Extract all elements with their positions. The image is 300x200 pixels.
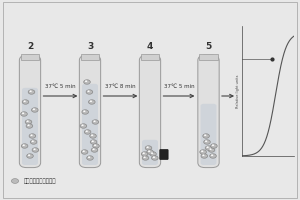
Circle shape: [85, 130, 88, 132]
Bar: [199, 54, 218, 60]
Circle shape: [33, 108, 35, 110]
FancyBboxPatch shape: [200, 104, 217, 165]
Circle shape: [26, 124, 33, 128]
Circle shape: [90, 100, 92, 102]
FancyBboxPatch shape: [139, 55, 161, 168]
Circle shape: [32, 108, 38, 112]
Text: 5: 5: [206, 42, 212, 51]
Circle shape: [88, 156, 90, 158]
Circle shape: [153, 156, 155, 158]
Circle shape: [142, 156, 149, 160]
Text: 磁微粒化学发光补频子: 磁微粒化学发光补频子: [24, 178, 56, 184]
Circle shape: [201, 150, 203, 152]
Circle shape: [202, 154, 205, 156]
Circle shape: [87, 156, 93, 160]
Circle shape: [29, 134, 36, 138]
Circle shape: [84, 130, 91, 134]
FancyBboxPatch shape: [82, 84, 98, 165]
Circle shape: [81, 124, 84, 126]
Circle shape: [85, 80, 87, 82]
Circle shape: [22, 144, 25, 146]
Circle shape: [152, 156, 158, 160]
Circle shape: [92, 148, 95, 150]
Circle shape: [91, 148, 98, 152]
Circle shape: [29, 90, 32, 92]
Text: 4: 4: [147, 42, 153, 51]
FancyBboxPatch shape: [198, 55, 219, 168]
Circle shape: [212, 144, 214, 146]
Circle shape: [210, 154, 216, 158]
Circle shape: [93, 144, 99, 148]
Bar: [20, 54, 40, 60]
Circle shape: [86, 90, 93, 94]
Circle shape: [147, 150, 153, 154]
Bar: [80, 54, 99, 60]
Circle shape: [21, 144, 28, 148]
Circle shape: [201, 154, 208, 158]
Circle shape: [25, 120, 32, 124]
Circle shape: [84, 80, 90, 84]
Circle shape: [211, 144, 217, 148]
Circle shape: [21, 112, 27, 116]
Y-axis label: Relative light units: Relative light units: [236, 74, 240, 108]
Circle shape: [82, 110, 88, 114]
Circle shape: [22, 100, 29, 104]
Circle shape: [143, 156, 146, 158]
Circle shape: [203, 134, 209, 138]
Circle shape: [82, 150, 85, 152]
Circle shape: [26, 120, 29, 122]
Circle shape: [204, 140, 210, 144]
Circle shape: [92, 140, 94, 142]
Circle shape: [87, 90, 90, 92]
Circle shape: [206, 146, 209, 148]
Circle shape: [208, 148, 215, 152]
Circle shape: [205, 146, 212, 150]
Circle shape: [30, 134, 33, 136]
Text: 37℃ 5 min: 37℃ 5 min: [45, 84, 76, 89]
Circle shape: [148, 150, 150, 152]
Circle shape: [27, 154, 33, 158]
Circle shape: [32, 148, 39, 152]
FancyBboxPatch shape: [160, 149, 168, 160]
Circle shape: [90, 134, 96, 138]
FancyBboxPatch shape: [79, 55, 101, 168]
Circle shape: [93, 120, 96, 122]
FancyBboxPatch shape: [20, 55, 41, 168]
Circle shape: [204, 134, 206, 136]
Circle shape: [94, 144, 96, 146]
Circle shape: [22, 112, 24, 114]
Circle shape: [145, 146, 152, 150]
Circle shape: [81, 150, 88, 154]
Circle shape: [150, 152, 156, 156]
Circle shape: [23, 100, 26, 102]
Circle shape: [33, 148, 36, 150]
Circle shape: [200, 150, 206, 154]
Text: 37℃ 5 min: 37℃ 5 min: [164, 84, 194, 89]
Circle shape: [142, 152, 145, 154]
Bar: [140, 54, 160, 60]
Circle shape: [146, 146, 149, 148]
Circle shape: [27, 124, 30, 126]
Text: 2: 2: [27, 42, 33, 51]
Circle shape: [209, 148, 212, 150]
Circle shape: [28, 90, 35, 94]
Circle shape: [90, 140, 97, 144]
Circle shape: [30, 140, 37, 144]
Text: 3: 3: [87, 42, 93, 51]
Circle shape: [32, 140, 34, 142]
Circle shape: [151, 152, 153, 154]
FancyBboxPatch shape: [22, 88, 38, 165]
Circle shape: [211, 154, 213, 156]
Circle shape: [83, 110, 86, 112]
Circle shape: [205, 140, 207, 142]
Circle shape: [80, 124, 87, 128]
Circle shape: [91, 134, 93, 136]
Circle shape: [28, 154, 30, 156]
FancyBboxPatch shape: [142, 140, 158, 165]
Circle shape: [92, 120, 99, 124]
Text: 37℃ 8 min: 37℃ 8 min: [105, 84, 136, 89]
Circle shape: [141, 152, 148, 156]
Circle shape: [11, 179, 19, 183]
Circle shape: [88, 100, 95, 104]
